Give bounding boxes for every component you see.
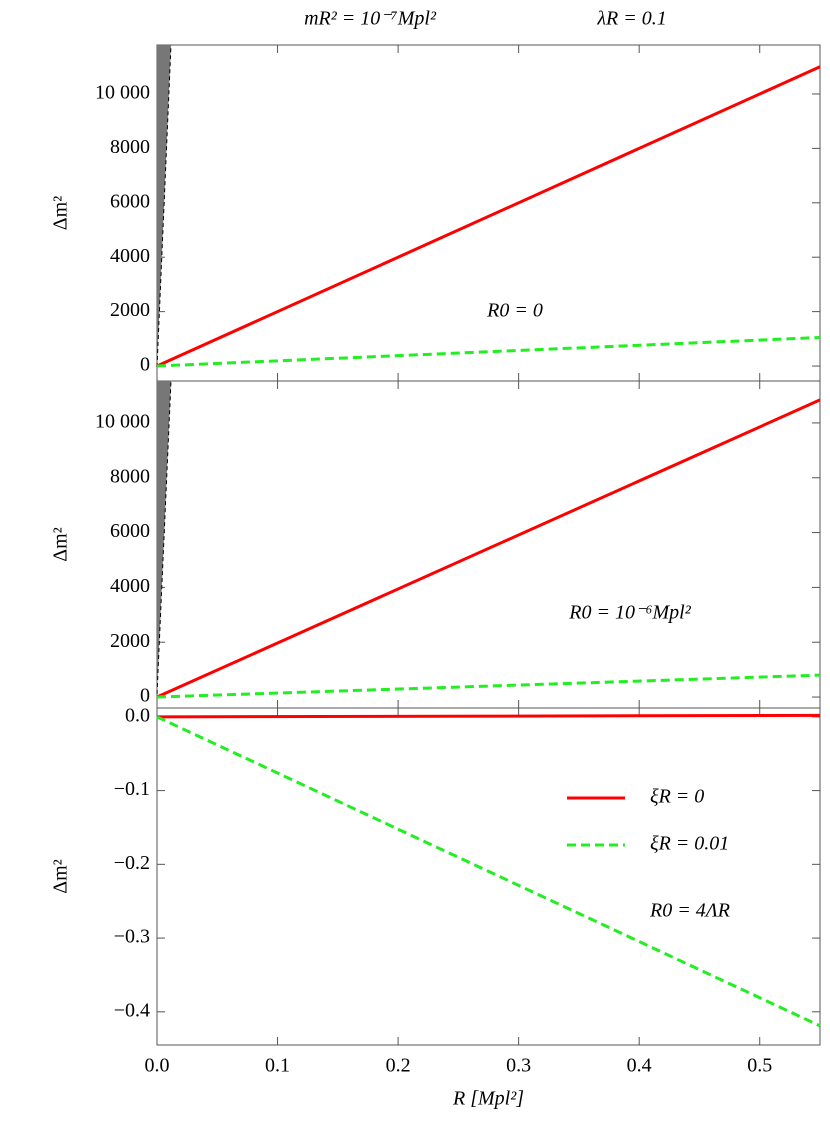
boundary xyxy=(156,44,172,368)
annotation: R0 = 10⁻⁶Mpl² xyxy=(568,602,691,624)
y-tick-label: 6000 xyxy=(110,190,150,212)
y-tick-label: −0.3 xyxy=(114,926,150,948)
legend-label: ξR = 0.01 xyxy=(650,833,729,855)
series-line xyxy=(156,673,821,699)
x-tick-label: 0.0 xyxy=(145,1055,170,1077)
y-tick-label: 10 000 xyxy=(95,411,150,433)
series-line xyxy=(156,713,821,719)
y-axis-label: Δm² xyxy=(50,196,72,230)
x-axis-label: R [Mpl²] xyxy=(452,1088,524,1110)
y-tick-label: −0.1 xyxy=(114,778,150,800)
plot-frame xyxy=(156,380,821,709)
plot-frame xyxy=(156,44,821,382)
y-tick-label: −0.2 xyxy=(114,852,150,874)
y-tick-label: 0 xyxy=(140,354,150,376)
y-axis-label: Δm² xyxy=(50,859,72,893)
chart-title: mR² = 10⁻⁷Mpl² xyxy=(304,8,437,30)
x-tick-label: 0.2 xyxy=(386,1055,411,1077)
y-tick-label: 4000 xyxy=(110,575,150,597)
plot-frame xyxy=(156,707,821,1046)
x-tick-label: 0.3 xyxy=(506,1055,531,1077)
series-line xyxy=(156,65,821,368)
series-line xyxy=(156,398,821,699)
x-tick-label: 0.1 xyxy=(265,1055,290,1077)
y-tick-label: 2000 xyxy=(110,299,150,321)
y-tick-label: 6000 xyxy=(110,520,150,542)
y-tick-label: 0.0 xyxy=(125,704,150,726)
series-line xyxy=(156,715,821,1028)
y-axis-label: Δm² xyxy=(50,527,72,561)
y-tick-label: 0 xyxy=(140,685,150,707)
annotation: R0 = 0 xyxy=(486,300,543,322)
series-line xyxy=(156,335,821,368)
x-tick-label: 0.4 xyxy=(627,1055,652,1077)
y-tick-label: 2000 xyxy=(110,630,150,652)
y-tick-label: −0.4 xyxy=(114,999,150,1021)
y-tick-label: 8000 xyxy=(110,465,150,487)
y-tick-label: 10 000 xyxy=(95,82,150,104)
y-tick-label: 4000 xyxy=(110,245,150,267)
annotation: R0 = 4ΛR xyxy=(649,900,730,922)
legend-label: ξR = 0 xyxy=(650,786,704,808)
x-tick-label: 0.5 xyxy=(747,1055,772,1077)
y-tick-label: 8000 xyxy=(110,136,150,158)
boundary xyxy=(156,380,172,695)
chart-subtitle: λR = 0.1 xyxy=(596,8,666,30)
